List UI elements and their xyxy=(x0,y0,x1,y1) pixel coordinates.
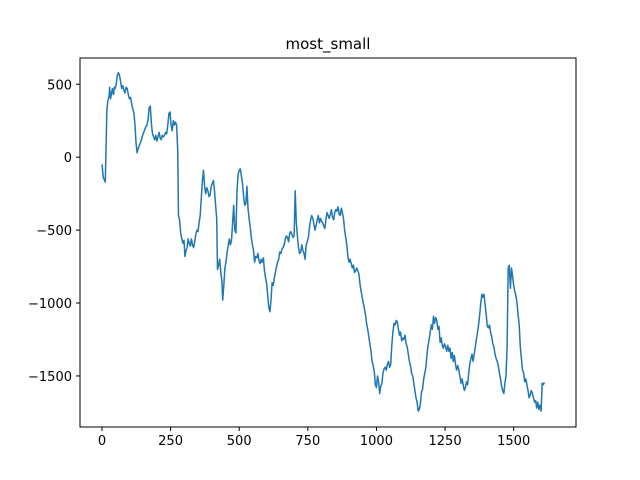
x-tick-label: 1500 xyxy=(497,434,530,449)
x-tick-label: 750 xyxy=(295,434,320,449)
x-tick-label: 1000 xyxy=(360,434,393,449)
y-tick-label: −500 xyxy=(36,224,72,239)
x-axis: 0 250 500 750 1000 1250 1500 xyxy=(98,427,530,449)
x-tick-label: 250 xyxy=(158,434,183,449)
y-tick-label: 0 xyxy=(64,151,72,166)
axes-frame xyxy=(79,57,577,428)
x-tick-label: 500 xyxy=(227,434,252,449)
y-tick-label: −1500 xyxy=(28,370,72,385)
y-tick-label: −1000 xyxy=(28,297,72,312)
x-tick-label: 1250 xyxy=(429,434,462,449)
plot-area xyxy=(101,71,546,412)
y-axis: 500 0 −500 −1000 −1500 xyxy=(28,78,80,385)
chart-title: most_small xyxy=(286,35,371,54)
x-tick-label: 0 xyxy=(98,434,106,449)
y-tick-label: 500 xyxy=(47,78,72,93)
series-line-0 xyxy=(101,71,546,412)
